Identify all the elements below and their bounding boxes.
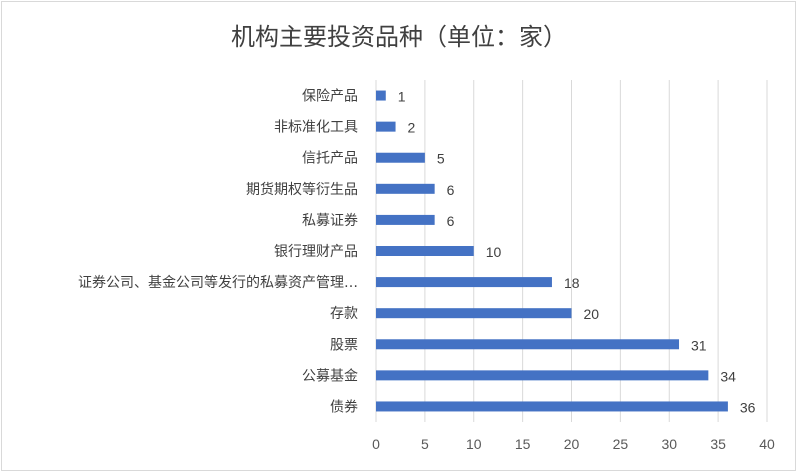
x-tick-label-20: 20 — [564, 436, 580, 452]
bar-10 — [376, 401, 728, 412]
bar-9 — [376, 370, 709, 381]
data-label-2: 5 — [437, 151, 445, 167]
data-label-7: 20 — [584, 306, 600, 322]
gridlines — [375, 80, 768, 422]
data-label-4: 6 — [447, 213, 455, 229]
data-label-9: 34 — [720, 368, 736, 384]
category-label-5: 银行理财产品 — [274, 244, 358, 260]
bar-8 — [376, 339, 680, 350]
x-tick-label-25: 25 — [613, 436, 629, 452]
bar-2 — [376, 152, 425, 163]
category-label-3: 期货期权等衍生品 — [246, 181, 358, 198]
x-tick-label-30: 30 — [661, 436, 677, 452]
bar-7 — [376, 308, 572, 319]
data-label-10: 36 — [740, 399, 756, 415]
bar-6 — [376, 277, 552, 288]
x-tick-label-15: 15 — [515, 436, 531, 452]
labels: 0 5 10 15 20 25 30 35 40 保险产品 1 非标准化工具 2 信托产品 5 期货期权等衍生… — [78, 89, 775, 452]
category-label-9: 公募基金 — [302, 367, 358, 384]
data-label-3: 6 — [447, 182, 455, 198]
data-label-6: 18 — [564, 275, 580, 291]
bar-5 — [376, 246, 474, 256]
bar-1 — [376, 121, 396, 132]
x-tick-label-35: 35 — [710, 436, 726, 452]
x-tick-label-10: 10 — [466, 436, 482, 452]
category-label-0: 保险产品 — [302, 89, 358, 105]
bar-4 — [376, 214, 435, 225]
bars — [376, 90, 728, 412]
bar-0 — [376, 90, 386, 101]
category-label-7: 存款 — [330, 306, 358, 322]
category-label-10: 债券 — [330, 399, 358, 415]
data-label-8: 31 — [691, 337, 707, 353]
chart-title: 机构主要投资品种（单位：家） — [231, 23, 567, 51]
category-label-2: 信托产品 — [302, 151, 358, 167]
category-label-6: 证券公司、基金公司等发行的私募资产管理… — [78, 274, 358, 291]
x-tick-label-0: 0 — [372, 436, 380, 452]
category-label-4: 私募证券 — [302, 213, 358, 229]
x-tick-label-40: 40 — [759, 436, 775, 452]
data-label-1: 2 — [408, 120, 416, 136]
data-label-5: 10 — [486, 244, 502, 260]
category-label-8: 股票 — [330, 337, 358, 353]
data-label-0: 1 — [398, 89, 406, 105]
x-tick-label-5: 5 — [421, 436, 429, 452]
category-label-1: 非标准化工具 — [274, 120, 358, 136]
bar-3 — [376, 183, 435, 194]
